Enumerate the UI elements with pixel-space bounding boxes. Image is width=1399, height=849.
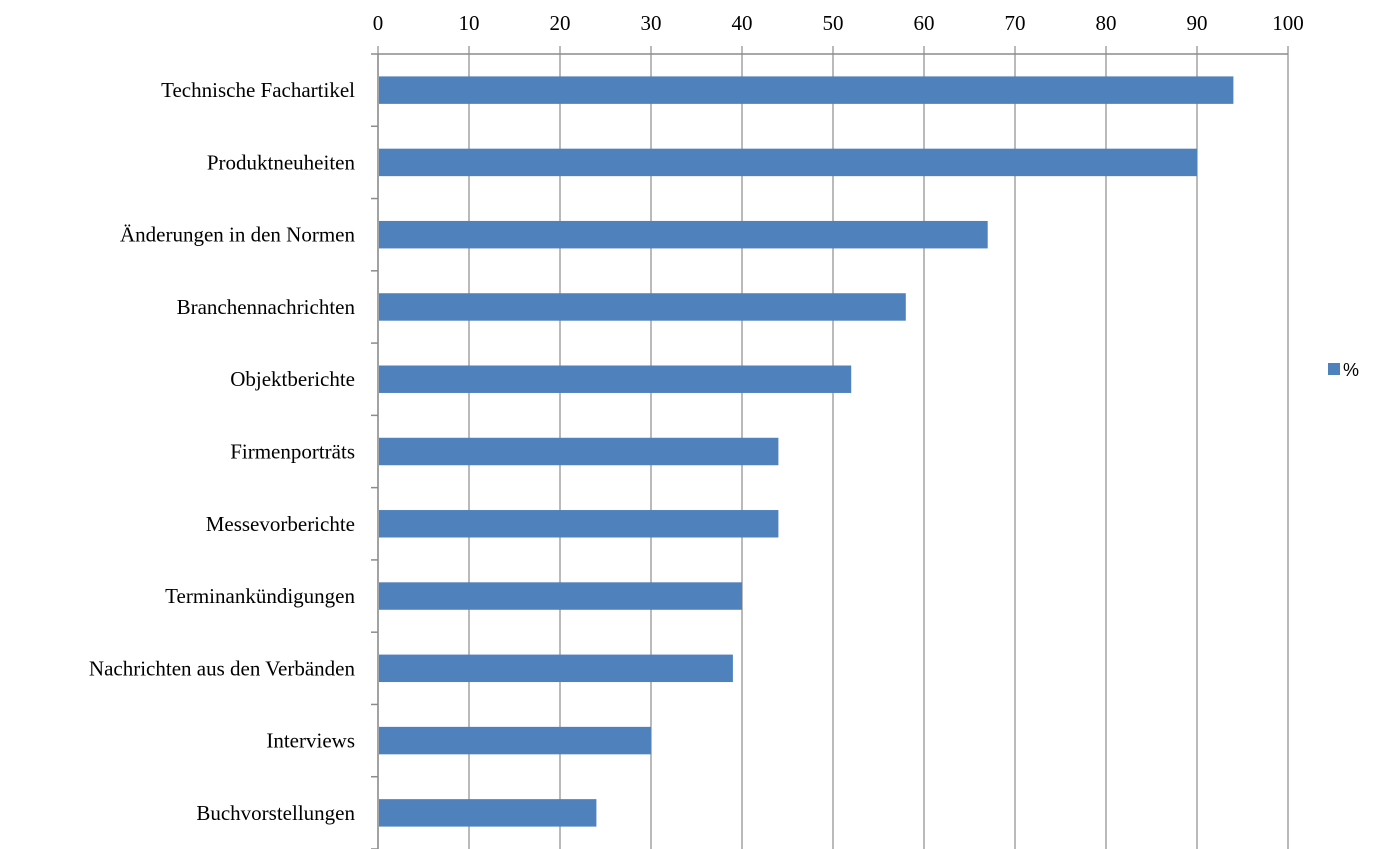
legend: %: [1328, 360, 1359, 380]
category-label: Interviews: [266, 729, 355, 753]
axes: [371, 53, 1288, 849]
x-tick-label: 100: [1272, 11, 1304, 35]
x-tick-label: 50: [823, 11, 844, 35]
category-label: Nachrichten aus den Verbänden: [89, 656, 356, 680]
category-label: Objektberichte: [230, 367, 355, 391]
x-tick-label: 90: [1187, 11, 1208, 35]
x-tick-label: 30: [641, 11, 662, 35]
category-label: Buchvorstellungen: [196, 801, 355, 825]
bar: [379, 654, 733, 683]
bar: [379, 220, 988, 249]
bar-series: [379, 76, 1234, 827]
x-tick-label: 60: [914, 11, 935, 35]
category-label: Branchennachrichten: [177, 295, 356, 319]
legend-swatch: [1328, 363, 1340, 375]
category-label: Technische Fachartikel: [161, 78, 355, 102]
bar: [379, 799, 597, 827]
bar: [379, 437, 779, 466]
x-tick-label: 40: [732, 11, 753, 35]
x-tick-label: 10: [459, 11, 480, 35]
category-label: Messevorberichte: [206, 512, 355, 536]
x-tick-labels: 0 10 20 30 40 50 60 70 80 90 100: [373, 11, 1304, 35]
bar: [379, 582, 742, 610]
category-labels: Technische Fachartikel Produktneuheiten Än…: [89, 78, 356, 825]
category-label: Produktneuheiten: [207, 150, 356, 174]
category-label: Firmenporträts: [230, 440, 355, 464]
bar: [379, 365, 852, 393]
x-tick-label: 80: [1096, 11, 1117, 35]
bar: [379, 510, 779, 538]
category-label: Terminankündigungen: [165, 584, 355, 608]
x-tick-label: 20: [550, 11, 571, 35]
x-tick-label: 0: [373, 11, 384, 35]
bar: [379, 726, 651, 755]
category-label: Änderungen in den Normen: [120, 223, 356, 247]
bar: [379, 293, 906, 321]
legend-label: %: [1343, 360, 1359, 380]
bar: [379, 76, 1234, 104]
bar: [379, 148, 1197, 177]
x-tick-label: 70: [1005, 11, 1026, 35]
